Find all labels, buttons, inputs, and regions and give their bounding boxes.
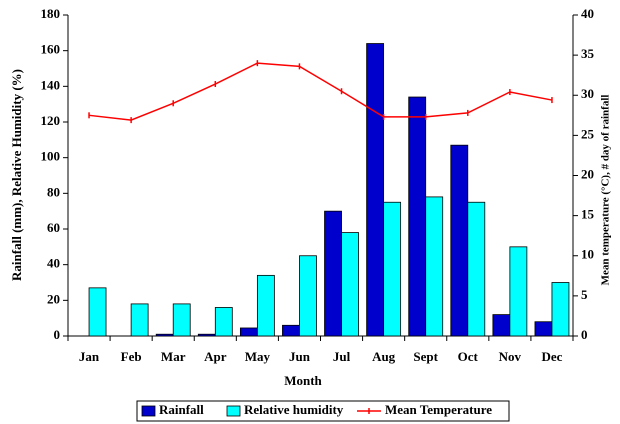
x-tick-label: Jan <box>79 349 100 364</box>
y2-tick-label: 40 <box>581 6 594 21</box>
bar <box>408 96 427 337</box>
y-tick-label: 20 <box>47 291 60 306</box>
x-tick-label: Apr <box>204 349 227 364</box>
bar <box>256 274 275 337</box>
bar <box>214 307 233 337</box>
bar <box>88 287 107 337</box>
bar <box>425 196 444 337</box>
bar <box>366 43 385 337</box>
y-tick-label: 60 <box>47 220 60 235</box>
bar <box>467 201 486 337</box>
y-tick-label: 140 <box>41 77 61 92</box>
legend-swatch <box>226 405 241 417</box>
bar <box>299 255 317 337</box>
line <box>88 62 553 121</box>
x-tick-label: Aug <box>372 349 396 364</box>
x-axis-label: Month <box>284 373 322 388</box>
y2-tick-label: 15 <box>581 207 595 222</box>
bar <box>130 303 149 337</box>
x-tick-label: Nov <box>499 349 522 364</box>
y-tick-label: 100 <box>41 149 61 164</box>
y-tick-label: 80 <box>47 184 60 199</box>
y-tick-label: 40 <box>47 256 60 271</box>
bar <box>197 333 216 337</box>
x-tick-label: Oct <box>458 349 479 364</box>
y-tick-label: 120 <box>41 113 61 128</box>
x-tick-label: Dec <box>541 349 562 364</box>
legend-label: Mean Temperature <box>385 402 492 417</box>
y2-tick-label: 20 <box>581 166 594 181</box>
bar <box>155 333 174 337</box>
x-tick-label: May <box>245 349 271 364</box>
y2-tick-label: 0 <box>581 327 588 342</box>
legend-swatch <box>141 405 156 417</box>
bar <box>509 246 528 337</box>
y2-tick-label: 25 <box>581 126 595 141</box>
bar <box>551 282 570 337</box>
y2-tick-label: 35 <box>581 46 595 61</box>
bar <box>534 321 553 337</box>
x-tick-label: Jun <box>289 349 311 364</box>
legend-label: Rainfall <box>159 402 204 417</box>
y-tick-label: 160 <box>41 42 61 57</box>
bar <box>383 201 402 337</box>
bar <box>450 144 469 337</box>
y-tick-label: 180 <box>41 6 61 21</box>
y-tick-label: 0 <box>54 327 61 342</box>
x-tick-label: Sept <box>413 349 438 364</box>
bar <box>324 210 342 337</box>
x-tick-label: Mar <box>161 349 186 364</box>
bar <box>282 324 300 337</box>
legend-label: Relative humidity <box>244 402 344 417</box>
y2-tick-label: 10 <box>581 247 594 262</box>
y2-tick-label: 5 <box>581 287 588 302</box>
x-tick-label: Jul <box>333 349 351 364</box>
y2-axis-label: Mean temperature (°C), # day of rainfall <box>600 95 612 286</box>
x-tick-label: Feb <box>121 349 142 364</box>
legend-box <box>136 400 510 422</box>
bar <box>172 303 191 337</box>
y2-tick-label: 30 <box>581 86 594 101</box>
bar <box>341 232 359 337</box>
bar <box>239 327 258 337</box>
bar <box>492 314 511 337</box>
y-axis-label: Rainfall (mm), Relative Humidity (%) <box>9 69 24 281</box>
